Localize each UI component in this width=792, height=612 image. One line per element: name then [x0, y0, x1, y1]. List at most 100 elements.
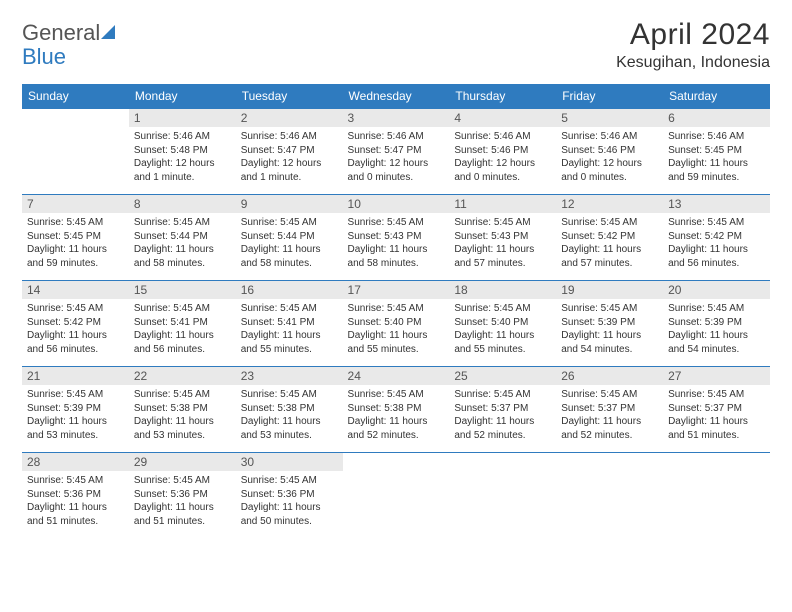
- header: General April 2024 Kesugihan, Indonesia: [22, 18, 770, 72]
- sunrise-text: Sunrise: 5:45 AM: [454, 302, 551, 316]
- day-details: Sunrise: 5:46 AMSunset: 5:48 PMDaylight:…: [129, 127, 236, 188]
- day-details: Sunrise: 5:45 AMSunset: 5:36 PMDaylight:…: [129, 471, 236, 532]
- sunset-text: Sunset: 5:36 PM: [134, 488, 231, 502]
- day-details: Sunrise: 5:45 AMSunset: 5:38 PMDaylight:…: [236, 385, 343, 446]
- calendar-week: 7Sunrise: 5:45 AMSunset: 5:45 PMDaylight…: [22, 195, 770, 281]
- day-number: 10: [343, 195, 450, 213]
- daylight-text: Daylight: 12 hours and 0 minutes.: [348, 157, 445, 184]
- daylight-text: Daylight: 11 hours and 58 minutes.: [241, 243, 338, 270]
- daylight-text: Daylight: 12 hours and 1 minute.: [241, 157, 338, 184]
- sunset-text: Sunset: 5:39 PM: [668, 316, 765, 330]
- calendar-week: 21Sunrise: 5:45 AMSunset: 5:39 PMDayligh…: [22, 367, 770, 453]
- day-details: Sunrise: 5:46 AMSunset: 5:46 PMDaylight:…: [449, 127, 556, 188]
- title-block: April 2024 Kesugihan, Indonesia: [616, 18, 770, 72]
- weekday-header: Thursday: [449, 84, 556, 109]
- day-details: Sunrise: 5:45 AMSunset: 5:37 PMDaylight:…: [449, 385, 556, 446]
- calendar-cell: 19Sunrise: 5:45 AMSunset: 5:39 PMDayligh…: [556, 281, 663, 367]
- sunrise-text: Sunrise: 5:45 AM: [348, 388, 445, 402]
- calendar-cell: 14Sunrise: 5:45 AMSunset: 5:42 PMDayligh…: [22, 281, 129, 367]
- sunrise-text: Sunrise: 5:45 AM: [348, 216, 445, 230]
- day-details: Sunrise: 5:45 AMSunset: 5:43 PMDaylight:…: [343, 213, 450, 274]
- sunrise-text: Sunrise: 5:45 AM: [27, 216, 124, 230]
- calendar-cell: 9Sunrise: 5:45 AMSunset: 5:44 PMDaylight…: [236, 195, 343, 281]
- calendar-cell: 23Sunrise: 5:45 AMSunset: 5:38 PMDayligh…: [236, 367, 343, 453]
- calendar-cell: 30Sunrise: 5:45 AMSunset: 5:36 PMDayligh…: [236, 453, 343, 539]
- calendar-cell: 7Sunrise: 5:45 AMSunset: 5:45 PMDaylight…: [22, 195, 129, 281]
- calendar-cell: 20Sunrise: 5:45 AMSunset: 5:39 PMDayligh…: [663, 281, 770, 367]
- calendar-cell: [22, 109, 129, 195]
- day-number: 1: [129, 109, 236, 127]
- sunrise-text: Sunrise: 5:45 AM: [241, 302, 338, 316]
- day-details: Sunrise: 5:45 AMSunset: 5:40 PMDaylight:…: [449, 299, 556, 360]
- weekday-header: Friday: [556, 84, 663, 109]
- weekday-header: Tuesday: [236, 84, 343, 109]
- sunset-text: Sunset: 5:45 PM: [27, 230, 124, 244]
- daylight-text: Daylight: 11 hours and 52 minutes.: [561, 415, 658, 442]
- sunset-text: Sunset: 5:42 PM: [27, 316, 124, 330]
- sunrise-text: Sunrise: 5:45 AM: [241, 388, 338, 402]
- calendar-cell: 4Sunrise: 5:46 AMSunset: 5:46 PMDaylight…: [449, 109, 556, 195]
- sunset-text: Sunset: 5:42 PM: [668, 230, 765, 244]
- calendar-cell: 1Sunrise: 5:46 AMSunset: 5:48 PMDaylight…: [129, 109, 236, 195]
- daylight-text: Daylight: 11 hours and 55 minutes.: [454, 329, 551, 356]
- day-details: Sunrise: 5:45 AMSunset: 5:45 PMDaylight:…: [22, 213, 129, 274]
- sunrise-text: Sunrise: 5:45 AM: [561, 216, 658, 230]
- daylight-text: Daylight: 11 hours and 53 minutes.: [27, 415, 124, 442]
- day-details: Sunrise: 5:45 AMSunset: 5:41 PMDaylight:…: [129, 299, 236, 360]
- sunset-text: Sunset: 5:43 PM: [348, 230, 445, 244]
- calendar-cell: 29Sunrise: 5:45 AMSunset: 5:36 PMDayligh…: [129, 453, 236, 539]
- daylight-text: Daylight: 11 hours and 54 minutes.: [561, 329, 658, 356]
- sunset-text: Sunset: 5:36 PM: [27, 488, 124, 502]
- day-number: 6: [663, 109, 770, 127]
- weekday-header: Saturday: [663, 84, 770, 109]
- sunset-text: Sunset: 5:40 PM: [348, 316, 445, 330]
- daylight-text: Daylight: 11 hours and 55 minutes.: [241, 329, 338, 356]
- month-title: April 2024: [616, 18, 770, 52]
- day-details: Sunrise: 5:45 AMSunset: 5:39 PMDaylight:…: [663, 299, 770, 360]
- sunset-text: Sunset: 5:38 PM: [134, 402, 231, 416]
- calendar-cell: 12Sunrise: 5:45 AMSunset: 5:42 PMDayligh…: [556, 195, 663, 281]
- calendar-cell: 13Sunrise: 5:45 AMSunset: 5:42 PMDayligh…: [663, 195, 770, 281]
- sunset-text: Sunset: 5:40 PM: [454, 316, 551, 330]
- day-number: 22: [129, 367, 236, 385]
- calendar-cell: 8Sunrise: 5:45 AMSunset: 5:44 PMDaylight…: [129, 195, 236, 281]
- daylight-text: Daylight: 11 hours and 57 minutes.: [454, 243, 551, 270]
- calendar-cell: [663, 453, 770, 539]
- sunrise-text: Sunrise: 5:45 AM: [668, 388, 765, 402]
- sunrise-text: Sunrise: 5:45 AM: [241, 216, 338, 230]
- calendar-week: 14Sunrise: 5:45 AMSunset: 5:42 PMDayligh…: [22, 281, 770, 367]
- calendar-cell: 28Sunrise: 5:45 AMSunset: 5:36 PMDayligh…: [22, 453, 129, 539]
- day-number: 5: [556, 109, 663, 127]
- day-details: Sunrise: 5:45 AMSunset: 5:37 PMDaylight:…: [556, 385, 663, 446]
- day-details: Sunrise: 5:45 AMSunset: 5:40 PMDaylight:…: [343, 299, 450, 360]
- day-number: 7: [22, 195, 129, 213]
- sunrise-text: Sunrise: 5:46 AM: [348, 130, 445, 144]
- calendar-cell: 27Sunrise: 5:45 AMSunset: 5:37 PMDayligh…: [663, 367, 770, 453]
- sunrise-text: Sunrise: 5:45 AM: [134, 302, 231, 316]
- sunrise-text: Sunrise: 5:45 AM: [134, 474, 231, 488]
- day-details: Sunrise: 5:45 AMSunset: 5:36 PMDaylight:…: [236, 471, 343, 532]
- daylight-text: Daylight: 11 hours and 59 minutes.: [668, 157, 765, 184]
- sunset-text: Sunset: 5:41 PM: [134, 316, 231, 330]
- sunset-text: Sunset: 5:46 PM: [454, 144, 551, 158]
- calendar-cell: 3Sunrise: 5:46 AMSunset: 5:47 PMDaylight…: [343, 109, 450, 195]
- sunrise-text: Sunrise: 5:45 AM: [668, 216, 765, 230]
- calendar-cell: 24Sunrise: 5:45 AMSunset: 5:38 PMDayligh…: [343, 367, 450, 453]
- day-details: Sunrise: 5:45 AMSunset: 5:37 PMDaylight:…: [663, 385, 770, 446]
- weekday-row: SundayMondayTuesdayWednesdayThursdayFrid…: [22, 84, 770, 109]
- day-number: 14: [22, 281, 129, 299]
- day-number: 21: [22, 367, 129, 385]
- sunrise-text: Sunrise: 5:46 AM: [134, 130, 231, 144]
- daylight-text: Daylight: 11 hours and 56 minutes.: [27, 329, 124, 356]
- sunset-text: Sunset: 5:47 PM: [348, 144, 445, 158]
- calendar-cell: 21Sunrise: 5:45 AMSunset: 5:39 PMDayligh…: [22, 367, 129, 453]
- sunrise-text: Sunrise: 5:45 AM: [241, 474, 338, 488]
- sunset-text: Sunset: 5:38 PM: [241, 402, 338, 416]
- day-number: 29: [129, 453, 236, 471]
- day-details: Sunrise: 5:45 AMSunset: 5:42 PMDaylight:…: [556, 213, 663, 274]
- calendar-cell: 17Sunrise: 5:45 AMSunset: 5:40 PMDayligh…: [343, 281, 450, 367]
- brand-text-2: Blue: [22, 44, 66, 70]
- calendar-week: 28Sunrise: 5:45 AMSunset: 5:36 PMDayligh…: [22, 453, 770, 539]
- calendar-body: 1Sunrise: 5:46 AMSunset: 5:48 PMDaylight…: [22, 109, 770, 539]
- sunset-text: Sunset: 5:43 PM: [454, 230, 551, 244]
